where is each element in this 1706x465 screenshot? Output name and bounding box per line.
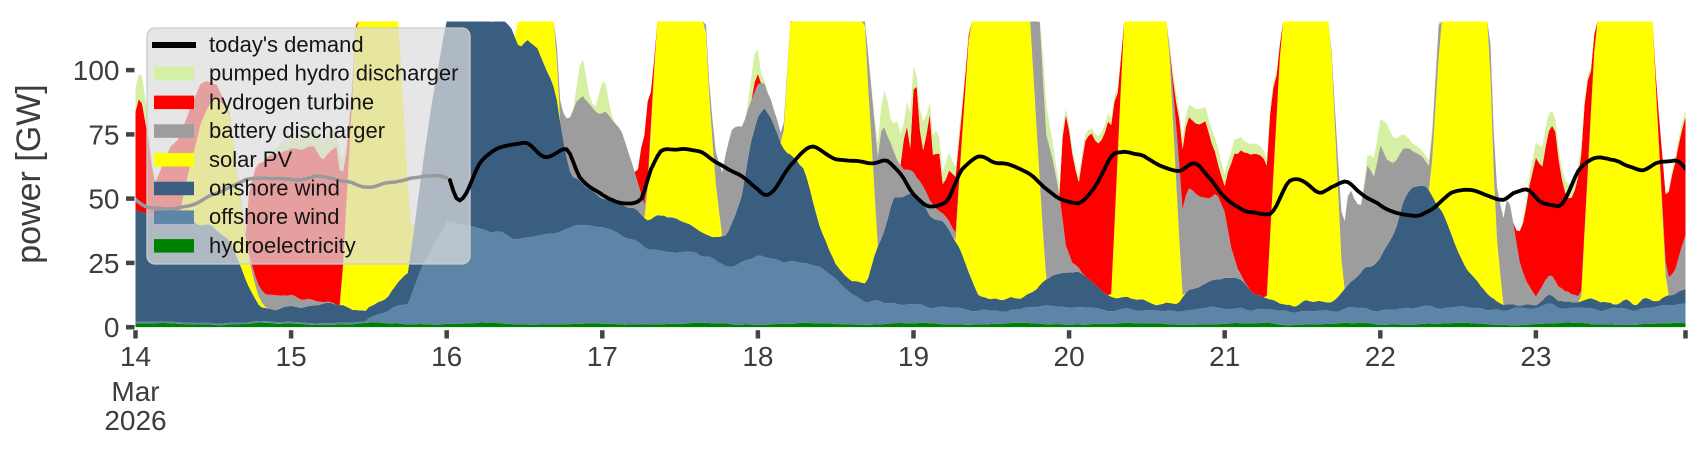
svg-text:0: 0 [104,312,120,343]
svg-text:hydroelectricity: hydroelectricity [209,233,356,258]
svg-text:50: 50 [88,184,119,215]
svg-text:today's demand: today's demand [209,32,364,57]
svg-text:21: 21 [1209,341,1240,372]
svg-text:25: 25 [88,248,119,279]
svg-text:offshore wind: offshore wind [209,204,339,229]
svg-text:14: 14 [120,341,151,372]
svg-text:19: 19 [898,341,929,372]
svg-text:100: 100 [73,55,120,86]
svg-text:power [GW]: power [GW] [10,84,48,263]
svg-text:Mar: Mar [111,376,159,407]
svg-text:pumped hydro discharger: pumped hydro discharger [209,61,458,86]
svg-text:17: 17 [587,341,618,372]
svg-text:23: 23 [1520,341,1551,372]
svg-text:2026: 2026 [104,405,166,436]
svg-text:hydrogen turbine: hydrogen turbine [209,89,374,114]
svg-text:20: 20 [1054,341,1085,372]
svg-text:22: 22 [1365,341,1396,372]
svg-text:75: 75 [88,119,119,150]
svg-text:18: 18 [742,341,773,372]
svg-text:solar PV: solar PV [209,147,292,172]
svg-text:15: 15 [276,341,307,372]
svg-text:battery discharger: battery discharger [209,118,385,143]
svg-text:16: 16 [431,341,462,372]
svg-text:onshore wind: onshore wind [209,176,340,201]
